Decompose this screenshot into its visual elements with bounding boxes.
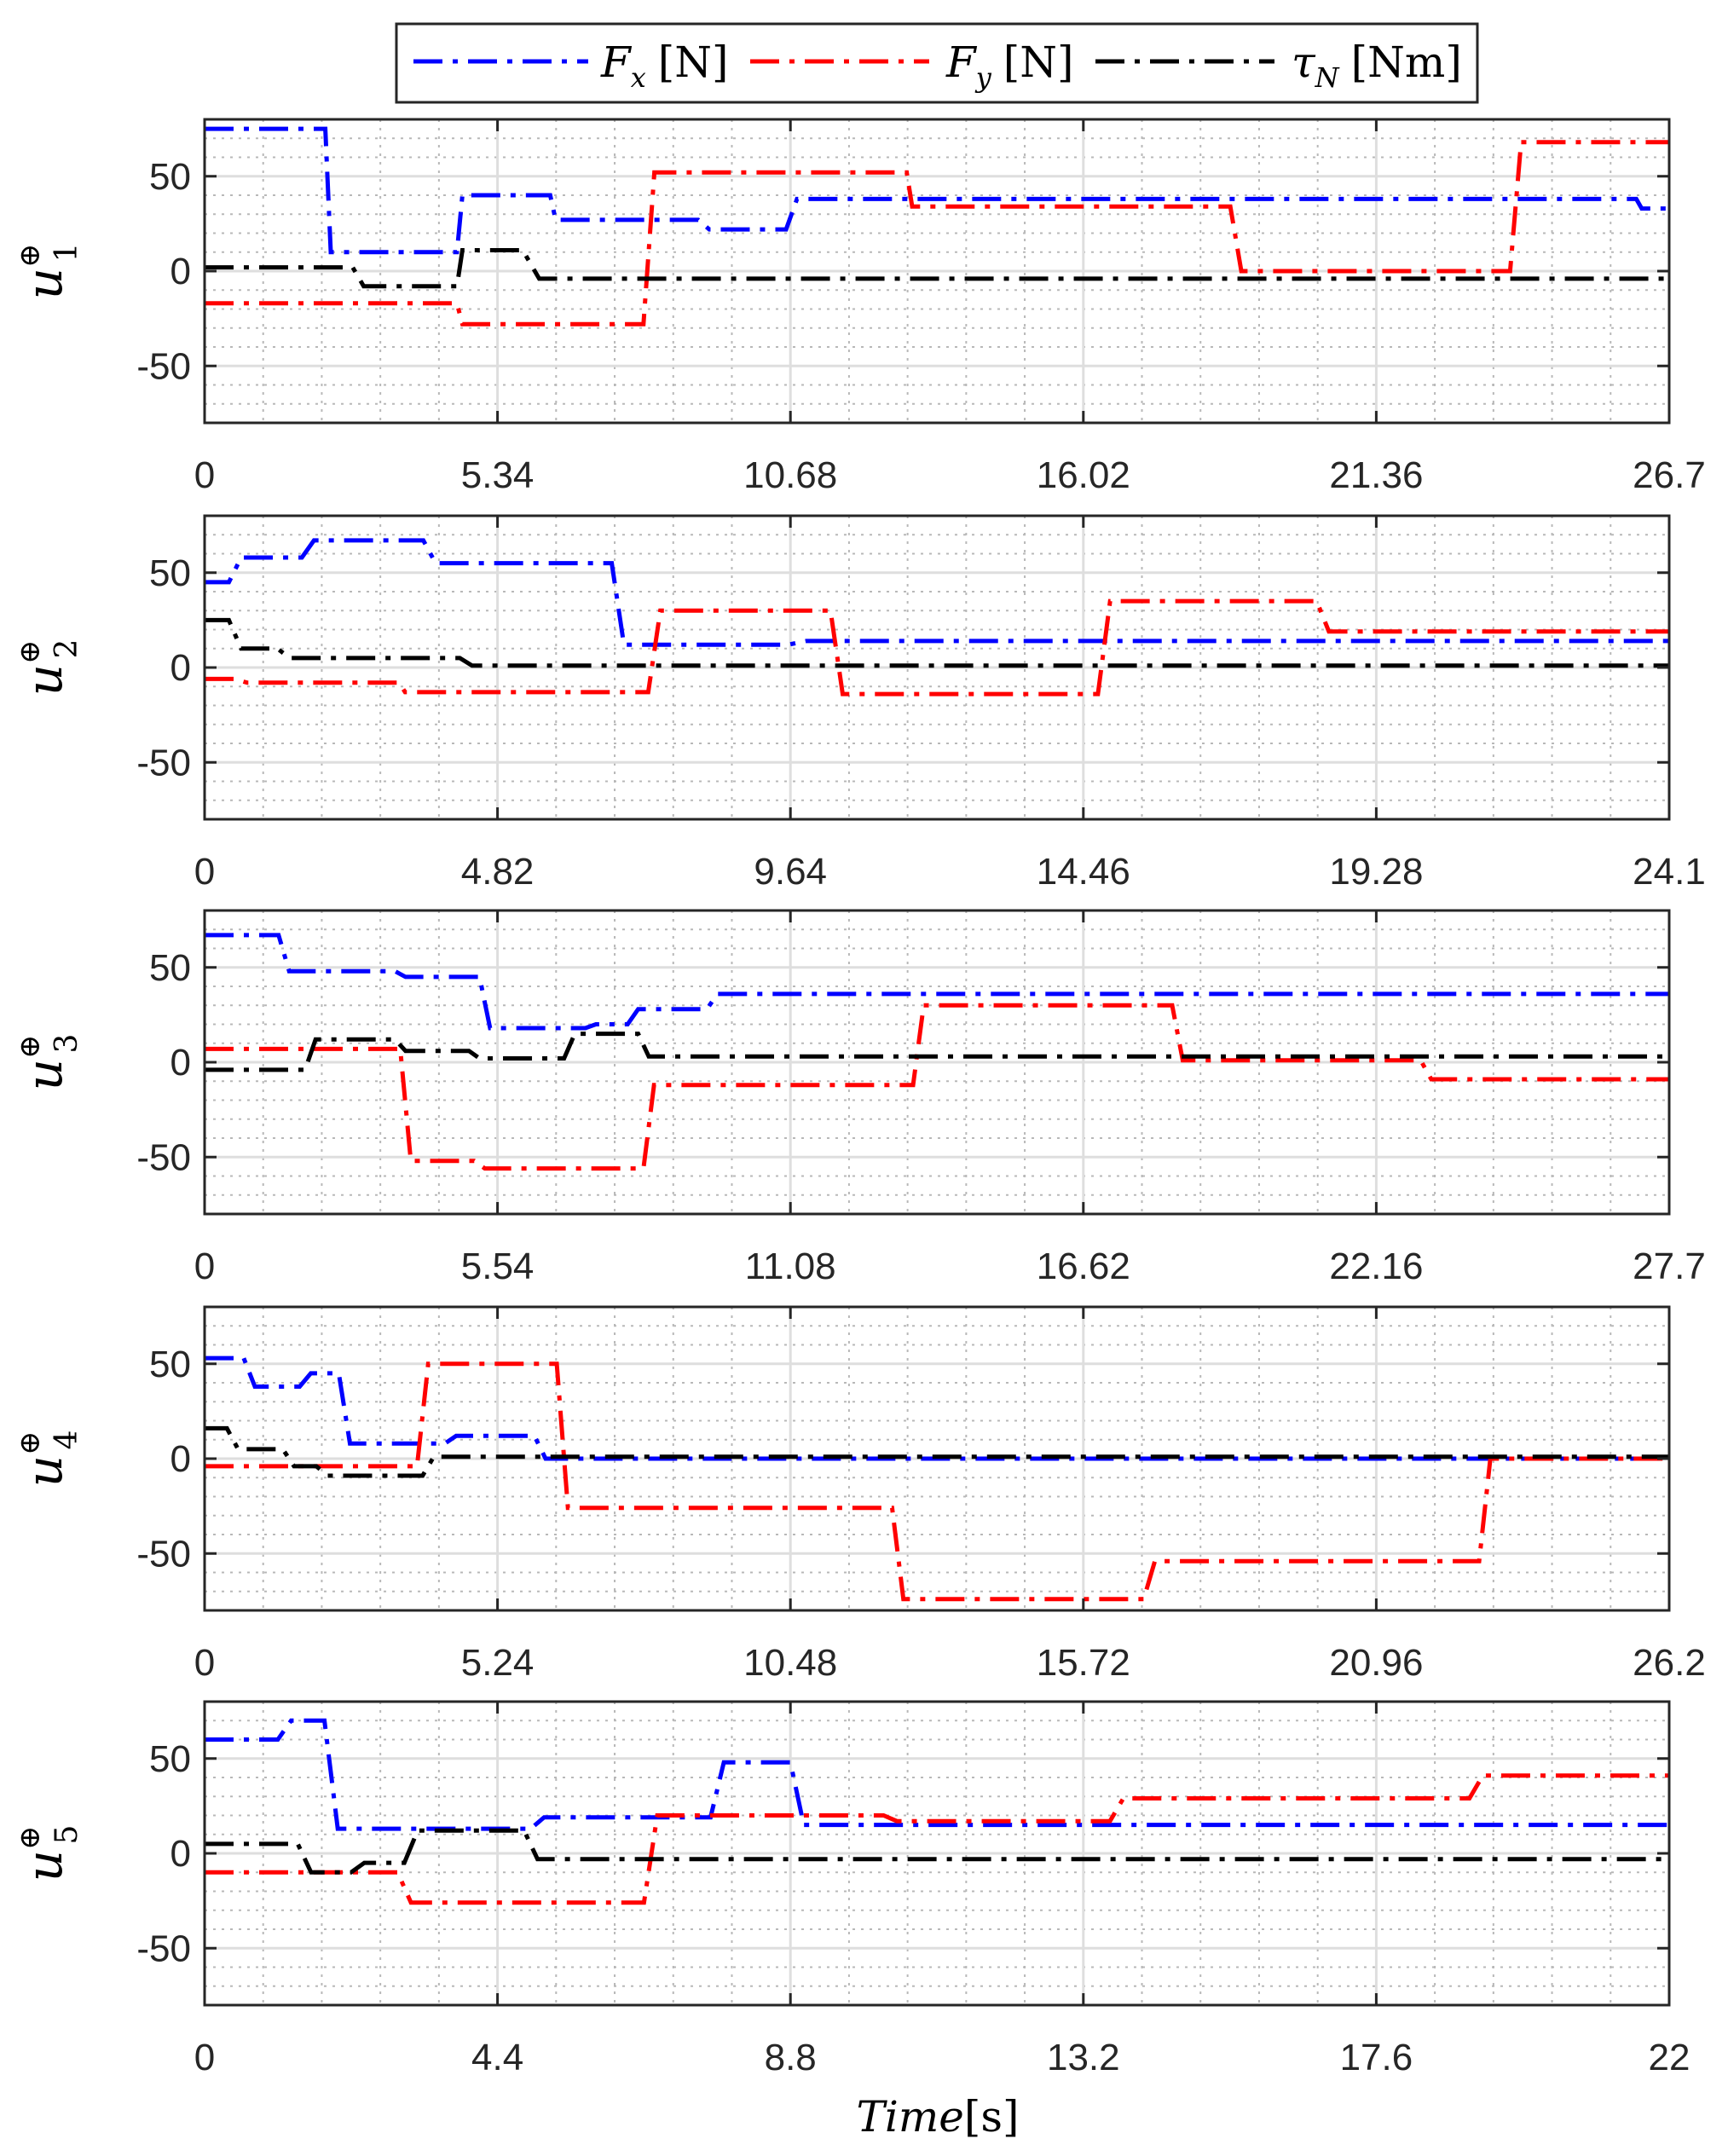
subplot-5: 0 4.4 8.8 13.2 17.6 22 50 0 -50 u⊕5 [13,1700,1690,2078]
legend-label-tau: τN [Nm] [1292,38,1462,94]
x-tick-label: 4.82 [461,851,535,893]
x-tick-label: 26.2 [1633,1642,1706,1684]
x-tick-label: 0 [194,454,215,496]
x-tick-label: 5.34 [461,454,535,496]
x-tick-label: 17.6 [1340,2037,1413,2078]
x-tick-label: 10.68 [743,454,837,496]
x-tick-label: 4.4 [471,2037,523,2078]
series-line-fy [205,1361,1669,1602]
legend-label-fy: Fy [N] [945,38,1074,94]
series-line-fx [205,933,1669,1031]
x-tick-label: 22 [1649,2037,1690,2078]
x-axis-label: Time[s] [856,2092,1019,2142]
y-tick-label: -50 [136,345,191,387]
y-tick-label: -50 [136,1136,191,1178]
y-axis-label: u⊕2 [13,639,84,697]
legend-box [395,22,1479,104]
x-tick-label: 22.16 [1329,1246,1423,1287]
y-axis-label: u⊕5 [13,1825,84,1882]
series-line-fy [205,140,1669,327]
x-tick-label: 0 [194,1642,215,1684]
x-tick-label: 9.64 [754,851,827,893]
x-tick-label: 16.02 [1037,454,1130,496]
series-line-tau [205,617,1669,668]
y-tick-label: 50 [149,552,191,594]
y-tick-label: 50 [149,1344,191,1385]
x-tick-label: 11.08 [745,1246,836,1287]
y-tick-label: 0 [170,1833,191,1875]
series-line-fx [205,538,1669,647]
x-tick-label: 21.36 [1329,454,1423,496]
y-tick-label: 0 [170,1042,191,1084]
legend: Fx [N] Fy [N] τN [Nm] [395,22,1479,104]
y-tick-label: 0 [170,1438,191,1480]
x-tick-label: 19.28 [1329,851,1423,893]
x-tick-label: 27.7 [1633,1246,1706,1287]
subplot-3: 0 5.54 11.08 16.62 22.16 27.7 50 0 -50 u⊕3 [13,909,1706,1287]
x-tick-label: 5.24 [461,1642,535,1684]
subplot-2: 0 4.82 9.64 14.46 19.28 24.1 50 0 -50 u⊕2 [13,514,1706,893]
y-tick-label: 0 [170,647,191,689]
x-tick-label: 26.7 [1633,454,1706,496]
y-axis-label: u⊕3 [13,1034,84,1091]
y-axis-label: u⊕4 [13,1431,84,1488]
subplot-4: 0 5.24 10.48 15.72 20.96 26.2 50 0 -50 u⊕4 [13,1305,1706,1684]
y-tick-label: 50 [149,1738,191,1780]
x-tick-label: 16.62 [1037,1246,1130,1287]
y-tick-label: 50 [149,947,191,989]
series-line-tau [205,248,1669,289]
y-tick-label: 50 [149,156,191,198]
subplots: 0 5.34 10.68 16.02 21.36 26.7 50 0 -50 u⊕1 0 4.82 9.… [13,118,1706,2078]
series-line-fy [205,598,1669,697]
series-line-fx [205,126,1669,255]
series-line-fx [205,1355,1669,1461]
x-tick-label: 10.48 [743,1642,837,1684]
x-tick-label: 13.2 [1047,2037,1120,2078]
series-line-tau [205,1032,1669,1072]
x-tick-label: 0 [194,1246,215,1287]
y-tick-label: -50 [136,1533,191,1575]
y-axis-label: u⊕1 [13,243,84,300]
series-line-tau [205,1425,1669,1478]
y-tick-label: -50 [136,742,191,783]
x-tick-label: 14.46 [1037,851,1130,893]
x-tick-label: 15.72 [1037,1642,1130,1684]
series-line-fy [205,1773,1669,1905]
y-tick-label: 0 [170,251,191,292]
x-tick-label: 5.54 [461,1246,535,1287]
x-tick-label: 24.1 [1633,851,1706,893]
x-tick-label: 0 [194,851,215,893]
subplot-1: 0 5.34 10.68 16.02 21.36 26.7 50 0 -50 u⊕1 [13,118,1706,496]
series-line-fx [205,1718,1669,1831]
x-tick-label: 0 [194,2037,215,2078]
x-tick-label: 8.8 [765,2037,817,2078]
y-tick-label: -50 [136,1928,191,1969]
x-tick-label: 20.96 [1329,1642,1423,1684]
legend-label-fx: Fx [N] [600,38,729,94]
